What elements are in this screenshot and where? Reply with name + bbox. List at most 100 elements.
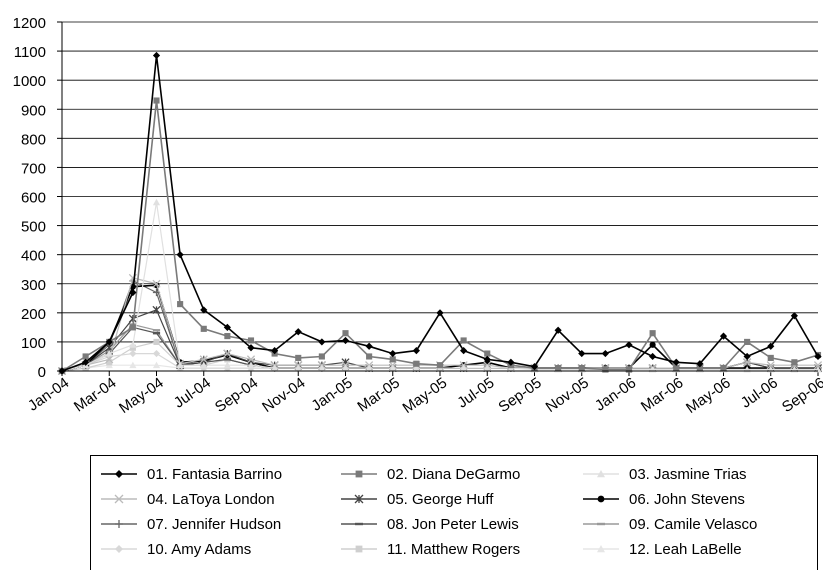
legend-marker — [597, 495, 605, 503]
data-point — [200, 361, 208, 369]
legend-label: 05. George Huff — [387, 490, 494, 508]
legend-label: 02. Diana DeGarmo — [387, 465, 521, 483]
data-point — [153, 97, 160, 104]
y-tick-label: 100 — [21, 335, 46, 352]
legend-marker — [355, 470, 363, 478]
data-point — [152, 198, 161, 206]
series-4 — [57, 273, 823, 376]
legend-marker — [115, 520, 123, 528]
data-point — [507, 358, 515, 366]
x-tick-label: Jul-06 — [738, 374, 781, 411]
data-point — [554, 326, 562, 334]
data-point — [412, 364, 420, 371]
data-point — [744, 338, 751, 345]
data-point — [673, 365, 680, 372]
data-point — [483, 364, 491, 371]
legend-label: 01. Fantasia Barrino — [147, 465, 283, 483]
legend-swatch — [101, 470, 137, 478]
data-point — [129, 341, 137, 348]
x-tick-label: Jan-06 — [592, 374, 639, 414]
data-point — [649, 330, 656, 337]
data-point — [223, 358, 231, 361]
data-point — [342, 330, 349, 337]
y-axis-tick-labels: 0 100 200 300 400 500 600 700 800 900 1000 1100 1200 — [13, 15, 62, 381]
data-point — [295, 354, 302, 361]
data-point — [412, 347, 420, 355]
legend-label: 12. Leah LaBelle — [629, 540, 742, 558]
legend-label: 07. Jennifer Hudson — [147, 515, 282, 533]
legend-item: 10. Amy Adams — [99, 537, 251, 561]
series-7 — [58, 277, 822, 375]
data-point — [719, 332, 728, 340]
series-line — [61, 55, 819, 372]
data-point — [294, 364, 302, 371]
x-tick-label: Nov-05 — [543, 374, 592, 416]
line-chart: 0 100 200 300 400 500 600 700 800 900 1000 1100 1200… — [13, 15, 823, 417]
data-point — [720, 365, 727, 372]
legend-marker — [597, 545, 605, 553]
data-point — [105, 355, 114, 364]
legend-item: 03. Jasmine Trias — [581, 462, 747, 486]
legend-marker — [597, 470, 605, 478]
legend-label: 10. Amy Adams — [147, 540, 252, 558]
y-tick-label: 700 — [21, 160, 46, 177]
data-point — [649, 341, 656, 348]
series-2 — [58, 97, 822, 375]
data-point — [814, 352, 822, 361]
chart-legend: 01. Fantasia Barrino 02. Diana DeGarmo 03.… — [90, 455, 818, 570]
legend-label: 04. LaToya London — [147, 490, 275, 508]
data-point — [105, 349, 113, 357]
data-point — [743, 358, 752, 367]
legend-item: 04. LaToya London — [99, 487, 275, 511]
y-tick-label: 1200 — [13, 15, 46, 32]
data-point — [129, 288, 137, 297]
data-point — [199, 355, 208, 364]
legend-label: 06. John Stevens — [629, 490, 745, 508]
data-point — [436, 362, 444, 369]
data-point — [813, 361, 823, 370]
data-point — [555, 365, 562, 372]
data-point — [436, 309, 444, 317]
x-tick-label: Mar-04 — [71, 374, 120, 415]
data-point — [152, 279, 161, 288]
legend-item: 06. John Stevens — [581, 487, 745, 511]
data-point — [105, 338, 113, 346]
x-tick-label: Sep-05 — [495, 374, 544, 416]
legend-marker — [597, 522, 605, 526]
series-line — [61, 309, 818, 372]
legend-marker — [115, 470, 123, 478]
data-point — [271, 347, 279, 355]
data-point — [177, 301, 184, 308]
data-point — [200, 325, 207, 332]
data-point — [366, 353, 373, 360]
legend-marker — [355, 522, 363, 526]
legend-item: 11. Matthew Rogers — [339, 537, 520, 561]
data-point — [247, 344, 255, 352]
legend-marker — [115, 545, 123, 553]
data-point — [530, 363, 539, 371]
legend-swatch — [101, 494, 137, 504]
data-point — [601, 349, 609, 358]
data-point — [246, 355, 256, 364]
data-point — [602, 366, 609, 373]
x-tick-label: Sep-04 — [212, 374, 261, 416]
legend-swatch — [583, 545, 619, 553]
legend-marker — [114, 494, 124, 504]
data-point — [413, 360, 420, 367]
x-tick-label: May-05 — [400, 374, 451, 417]
x-tick-label: Jan-05 — [308, 374, 355, 414]
data-point — [152, 349, 161, 358]
y-tick-label: 200 — [21, 306, 46, 323]
y-tick-label: 800 — [21, 131, 46, 148]
data-point — [625, 341, 633, 349]
series-1 — [58, 51, 822, 375]
data-point — [365, 364, 373, 371]
data-point — [649, 352, 657, 361]
y-tick-label: 400 — [21, 248, 46, 265]
data-point — [389, 364, 397, 371]
data-point — [223, 349, 232, 358]
y-tick-label: 500 — [21, 219, 46, 236]
y-tick-label: 1100 — [14, 44, 46, 61]
legend-label: 03. Jasmine Trias — [629, 465, 747, 483]
data-point — [153, 338, 160, 345]
